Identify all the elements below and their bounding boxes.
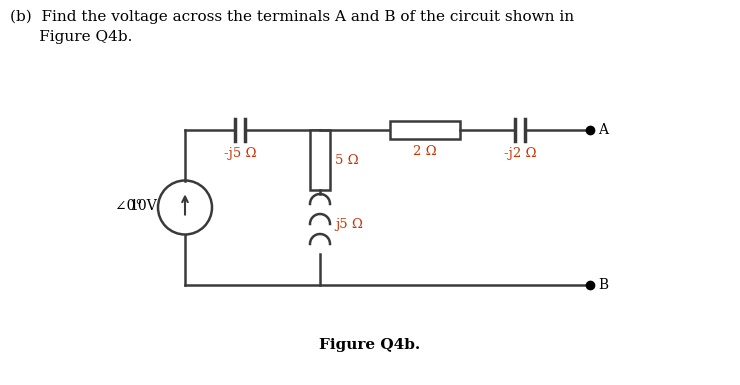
Text: -j5 Ω: -j5 Ω <box>223 147 256 160</box>
Text: A: A <box>598 123 608 137</box>
Text: 10: 10 <box>130 199 147 213</box>
Bar <box>390 121 460 139</box>
Text: Figure Q4b.: Figure Q4b. <box>320 338 420 352</box>
Text: -j2 Ω: -j2 Ω <box>504 147 536 160</box>
Text: 2 Ω: 2 Ω <box>413 145 437 158</box>
Text: j5 Ω: j5 Ω <box>335 218 363 231</box>
Text: 5 Ω: 5 Ω <box>335 154 359 166</box>
Text: (b)  Find the voltage across the terminals A and B of the circuit shown in: (b) Find the voltage across the terminal… <box>10 10 574 24</box>
Text: ∠0° V: ∠0° V <box>115 199 157 213</box>
Text: Figure Q4b.: Figure Q4b. <box>10 30 132 44</box>
Bar <box>310 130 330 190</box>
Text: B: B <box>598 278 608 292</box>
